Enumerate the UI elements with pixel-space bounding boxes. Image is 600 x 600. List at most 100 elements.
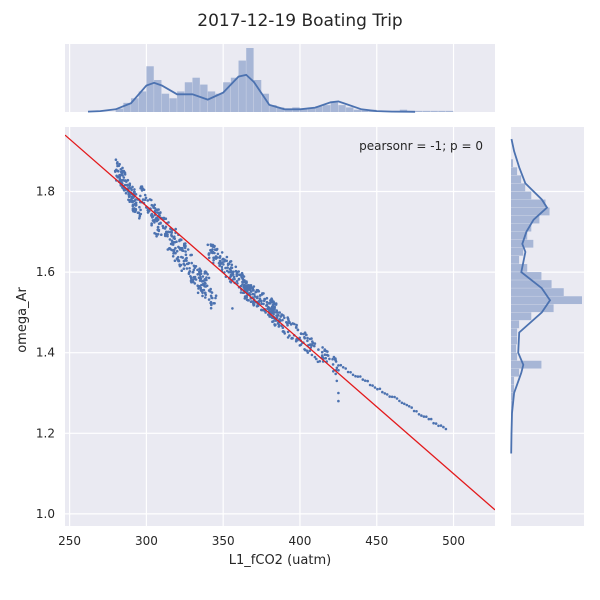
scatter-point — [434, 422, 438, 425]
scatter-point — [349, 371, 352, 374]
scatter-point — [262, 302, 265, 306]
x-histogram-bar — [422, 110, 431, 112]
scatter-point — [200, 290, 204, 293]
scatter-point — [281, 326, 285, 330]
x-histogram-bar — [261, 93, 269, 112]
scatter-point — [171, 249, 175, 252]
y-histogram-bar — [511, 296, 582, 305]
scatter-point — [115, 162, 119, 165]
scatter-point — [305, 333, 308, 337]
scatter-point — [196, 268, 199, 272]
y-histogram-bar — [511, 393, 514, 401]
scatter-point — [203, 272, 206, 275]
y-histogram-bar — [511, 344, 517, 353]
x-histogram-bar — [169, 98, 177, 112]
scatter-point — [181, 246, 184, 250]
scatter-point — [183, 264, 186, 267]
y-tick-label: 1.6 — [36, 265, 55, 279]
scatter-point — [128, 183, 131, 186]
y-histogram-bar — [511, 312, 532, 321]
scatter-point — [320, 350, 324, 354]
scatter-point — [315, 357, 318, 361]
scatter-point — [187, 271, 191, 274]
scatter-point — [317, 348, 320, 351]
x-tick-label: 250 — [58, 534, 81, 548]
scatter-point — [226, 262, 230, 266]
scatter-point — [152, 219, 156, 222]
y-histogram-bar — [511, 183, 526, 192]
scatter-point — [182, 259, 186, 263]
scatter-point — [251, 287, 255, 290]
x-histogram-bar — [330, 101, 339, 112]
scatter-point — [140, 185, 144, 188]
scatter-point — [351, 373, 355, 377]
scatter-points — [113, 158, 448, 431]
scatter-point — [164, 225, 168, 229]
scatter-point — [260, 302, 263, 306]
scatter-point — [410, 406, 414, 409]
x-histogram-bar — [353, 109, 362, 112]
scatter-point — [429, 417, 433, 421]
scatter-point — [212, 256, 215, 260]
scatter-point — [134, 208, 137, 212]
scatter-point — [275, 314, 278, 317]
scatter-point — [133, 188, 136, 191]
scatter-point — [177, 259, 180, 263]
scatter-point — [252, 302, 255, 305]
scatter-point — [306, 339, 309, 343]
scatter-point — [400, 401, 404, 405]
scatter-point — [253, 295, 257, 298]
scatter-point — [303, 331, 307, 335]
x-histogram-bar — [346, 107, 354, 112]
scatter-point — [118, 178, 122, 182]
x-histogram-bar — [223, 82, 231, 112]
scatter-point — [210, 303, 213, 307]
scatter-point — [184, 250, 187, 253]
scatter-point — [258, 297, 262, 301]
scatter-point — [159, 211, 162, 214]
x-histogram-bar — [323, 105, 331, 112]
scatter-point — [218, 264, 221, 268]
scatter-point — [146, 211, 150, 214]
scatter-point — [197, 287, 200, 290]
scatter-point — [188, 267, 191, 270]
x-histogram-bar — [146, 66, 154, 112]
scatter-point — [346, 370, 350, 374]
x-histogram-bar — [269, 105, 277, 112]
scatter-point — [229, 274, 233, 277]
scatter-point — [237, 270, 240, 273]
scatter-point — [194, 278, 198, 281]
x-tick-label: 500 — [442, 534, 465, 548]
scatter-point — [205, 284, 209, 288]
scatter-point — [156, 225, 160, 229]
scatter-point — [241, 276, 244, 280]
scatter-point — [163, 233, 167, 237]
scatter-point — [184, 242, 187, 245]
scatter-point — [311, 341, 315, 345]
y-histogram-bar — [511, 223, 532, 232]
y-kde-curve — [510, 138, 552, 454]
scatter-point — [420, 414, 423, 417]
scatter-point — [373, 386, 377, 389]
scatter-point — [161, 224, 165, 228]
scatter-point — [128, 186, 131, 189]
y-axis-label: omega_Ar — [15, 287, 30, 353]
scatter-point — [245, 281, 248, 285]
x-histogram-bar — [299, 108, 308, 112]
scatter-point — [170, 230, 173, 234]
y-histogram-bar — [511, 175, 522, 184]
scatter-point — [211, 250, 215, 254]
scatter-point — [286, 336, 290, 339]
scatter-point — [206, 273, 209, 276]
scatter-point — [159, 222, 162, 225]
scatter-point — [279, 315, 283, 318]
scatter-point — [204, 291, 207, 295]
x-histogram-bar — [276, 107, 285, 112]
x-histogram-bar — [315, 106, 323, 112]
x-histogram-bar — [230, 77, 239, 112]
scatter-point — [211, 296, 214, 300]
scatter-point — [335, 366, 339, 370]
y-histogram-bar — [511, 352, 518, 361]
scatter-point — [237, 277, 241, 281]
scatter-point — [153, 203, 156, 207]
